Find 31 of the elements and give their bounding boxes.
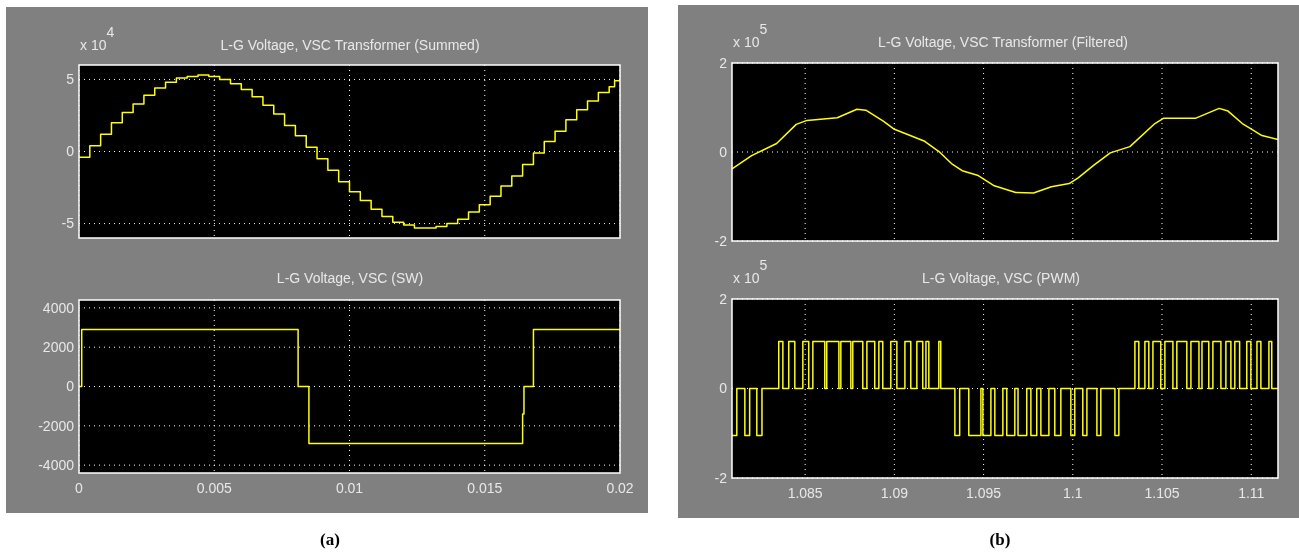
x-tick-label: 1.11 bbox=[1238, 485, 1265, 501]
y-tick-label: 2000 bbox=[42, 339, 75, 356]
line-series bbox=[732, 107, 1278, 194]
x-tick-label: 0.01 bbox=[335, 480, 364, 496]
chart-title: L-G Voltage, VSC Transformer (Filtered) bbox=[878, 34, 1128, 50]
y-tick-label: 0 bbox=[66, 143, 75, 160]
y-tick-label: 0 bbox=[719, 143, 728, 160]
x-tick-label: 1.1 bbox=[1063, 485, 1083, 501]
text: (b) bbox=[989, 530, 1011, 549]
x-tick-label: 1.105 bbox=[1144, 485, 1180, 501]
chart-title: L-G Voltage, VSC (SW) bbox=[276, 270, 424, 286]
y-tick-label: 2 bbox=[719, 290, 728, 307]
y-tick-label: 0 bbox=[719, 380, 728, 397]
x-tick-label: 0.005 bbox=[196, 480, 232, 496]
y-tick-label: -2 bbox=[714, 232, 728, 249]
y-tick-label: -2000 bbox=[38, 417, 75, 434]
x-tick-label: 0.015 bbox=[467, 480, 503, 496]
y-tick-label: -4000 bbox=[38, 457, 75, 474]
y-tick-label: -5 bbox=[61, 215, 75, 232]
chart-title: L-G Voltage, VSC Transformer (Summed) bbox=[220, 37, 480, 53]
y-tick-label: -2 bbox=[714, 469, 728, 486]
x-tick-label: 0.02 bbox=[606, 480, 634, 496]
x-tick-label: 1.09 bbox=[880, 485, 909, 501]
y-tick-label: 0 bbox=[66, 378, 75, 395]
text: (a) bbox=[320, 530, 340, 549]
x-tick-label: 1.095 bbox=[966, 485, 1002, 501]
y-tick-label: 5 bbox=[66, 71, 75, 88]
y-tick-label: 2 bbox=[719, 54, 728, 71]
chart-title: L-G Voltage, VSC (PWM) bbox=[922, 270, 1080, 286]
y-tick-label: 4000 bbox=[42, 299, 75, 316]
x-tick-label: 1.085 bbox=[787, 485, 823, 501]
